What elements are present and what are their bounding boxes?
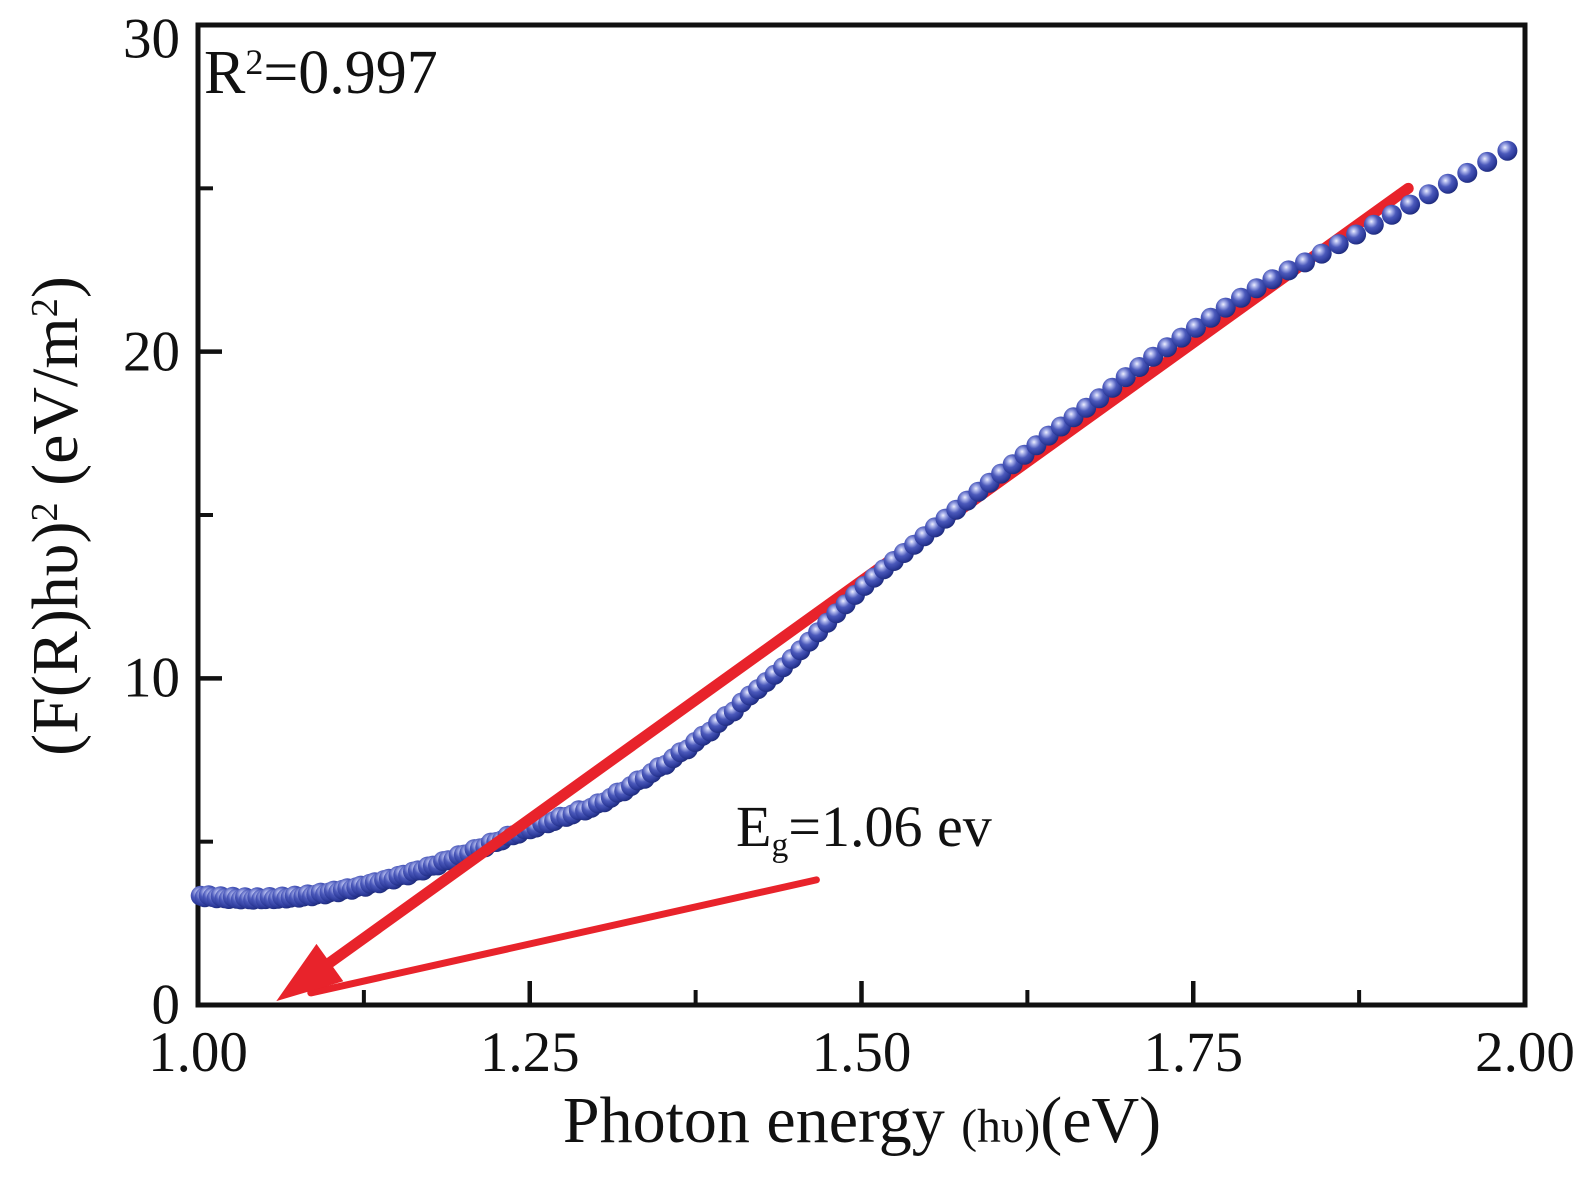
r-squared-annotation: R2=0.997 [204, 42, 438, 104]
data-point [1200, 307, 1221, 328]
text-run: R [204, 39, 246, 107]
data-point [1497, 140, 1518, 161]
data-point [1457, 162, 1478, 183]
text-run: (eV) [1040, 1084, 1162, 1157]
text-run: =1.06 ev [788, 794, 992, 859]
data-point [1143, 346, 1164, 367]
baseline-extrapolation-line [307, 876, 820, 997]
x-tick-label: 1.75 [1143, 1021, 1244, 1084]
y-tick-label: 30 [123, 7, 180, 71]
y-tick-label: 10 [123, 646, 180, 710]
fit-line-arrowhead [276, 943, 344, 1002]
data-point [1215, 297, 1236, 318]
data-point [1328, 234, 1349, 255]
y-axis-title: (F(R)hυ)2 (eV/m2) [19, 276, 92, 756]
superscript: 2 [245, 42, 264, 83]
data-point [1477, 151, 1498, 172]
data-point [1129, 357, 1150, 377]
text-run: ) [19, 276, 92, 299]
x-axis-title: Photon energy (hυ)(eV) [563, 1088, 1161, 1154]
data-point [1246, 278, 1267, 299]
data-point [1262, 269, 1283, 290]
y-tick-label: 20 [123, 320, 180, 384]
text-run: (F(R)hυ) [19, 521, 92, 756]
superscript: 2 [24, 298, 67, 318]
x-tick-label: 2.00 [1475, 1021, 1575, 1084]
data-point [1157, 337, 1178, 358]
text-run: (eV/m [19, 317, 92, 503]
data-point [1381, 204, 1402, 225]
data-point [1231, 287, 1251, 308]
y-tick-label: 0 [151, 973, 181, 1037]
data-point [1311, 243, 1332, 264]
data-point [1400, 194, 1421, 215]
text-run: E [736, 794, 772, 859]
data-point [1437, 173, 1458, 194]
subscript: g [771, 827, 789, 865]
plot-frame [195, 22, 1528, 1008]
data-point [1278, 260, 1299, 281]
data-point [1185, 317, 1206, 338]
data-point [1171, 327, 1192, 348]
text-run: =0.997 [263, 39, 438, 107]
data-point [1363, 214, 1384, 235]
superscript: 2 [24, 502, 67, 522]
text-run: Photon energy [562, 1084, 962, 1157]
data-point [1102, 377, 1123, 398]
x-tick-label: 1.00 [148, 1021, 248, 1084]
data-point [1346, 224, 1367, 245]
text-run: (hυ) [961, 1101, 1041, 1153]
x-tick-label: 1.50 [811, 1021, 912, 1084]
data-point [1295, 252, 1315, 273]
x-tick-label: 1.25 [479, 1021, 580, 1084]
band-gap-annotation: Eg=1.06 ev [736, 798, 992, 863]
data-point [1418, 184, 1439, 205]
